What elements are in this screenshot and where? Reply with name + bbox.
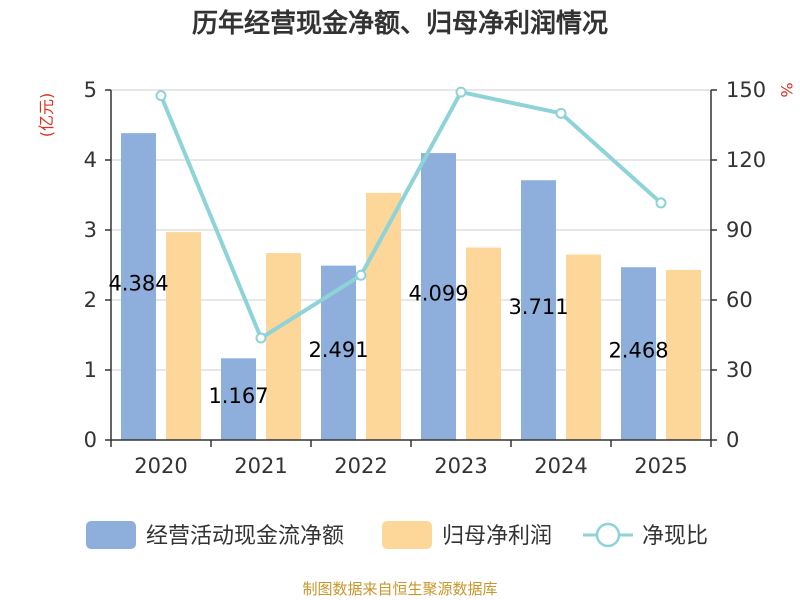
- cashflow-bar: [421, 153, 456, 440]
- bar-value-label: 1.167: [208, 384, 268, 408]
- legend-label: 经营活动现金流净额: [146, 524, 344, 549]
- left-axis-unit: (亿元): [37, 93, 56, 138]
- ratio-point: [255, 332, 267, 344]
- left-tick-label: 2: [84, 288, 97, 312]
- right-axis-unit: %: [777, 82, 796, 97]
- x-tick-label: 2025: [634, 454, 687, 478]
- left-tick-label: 1: [84, 358, 97, 382]
- x-tick-label: 2021: [234, 454, 287, 478]
- right-tick-label: 90: [726, 218, 753, 242]
- source-note: 制图数据来自恒生聚源数据库: [302, 580, 497, 598]
- chart-title: 历年经营现金净额、归母净利润情况: [192, 8, 608, 39]
- right-tick-label: 0: [726, 428, 739, 452]
- legend-swatch-cashflow: [86, 521, 136, 549]
- legend: 经营活动现金流净额 归母净利润 净现比: [86, 521, 708, 549]
- net-profit-bar: [566, 254, 601, 440]
- x-tick-label: 2024: [534, 454, 587, 478]
- left-tick-label: 3: [84, 218, 97, 242]
- ratio-point: [655, 197, 667, 209]
- legend-label: 归母净利润: [442, 524, 552, 549]
- legend-swatch-net-profit: [382, 521, 432, 549]
- ratio-line: [159, 90, 663, 341]
- bar-value-labels: 4.384 1.167 2.491 4.099 3.711 2.468: [108, 272, 668, 409]
- net-profit-bar: [266, 253, 301, 440]
- ratio-point: [455, 86, 467, 98]
- cashflow-bar: [121, 133, 156, 440]
- bar-value-label: 4.099: [408, 282, 468, 306]
- right-tick-label: 150: [726, 78, 766, 102]
- right-tick-label: 120: [726, 148, 766, 172]
- right-tick-label: 60: [726, 288, 753, 312]
- bar-value-label: 3.711: [508, 295, 568, 319]
- left-tick-label: 5: [84, 78, 97, 102]
- cashflow-bar: [521, 180, 556, 441]
- axes: 0 1 2 3 4 5 0 30 60 90 120 150 2020 2021 2022 2023 2024 2…: [84, 78, 766, 478]
- ratio-point: [155, 90, 167, 102]
- left-tick-label: 4: [84, 148, 97, 172]
- net-profit-bar: [666, 269, 701, 440]
- legend-marker-ratio: [595, 522, 621, 548]
- right-tick-label: 30: [726, 358, 753, 382]
- left-tick-label: 0: [84, 428, 97, 452]
- bar-value-label: 2.491: [308, 338, 368, 362]
- x-tick-label: 2022: [334, 454, 387, 478]
- ratio-point: [355, 269, 367, 281]
- ratio-line-series: [155, 86, 667, 344]
- legend-label: 净现比: [642, 524, 708, 549]
- cashflow-bar: [621, 267, 656, 440]
- ratio-point: [555, 107, 567, 119]
- x-tick-label: 2020: [134, 454, 187, 478]
- x-tick-label: 2023: [434, 454, 487, 478]
- bar-value-label: 4.384: [108, 272, 168, 296]
- cashflow-bar: [221, 358, 256, 440]
- net-profit-bar: [466, 247, 501, 440]
- net-profit-bar: [166, 232, 201, 440]
- bar-value-label: 2.468: [608, 339, 668, 363]
